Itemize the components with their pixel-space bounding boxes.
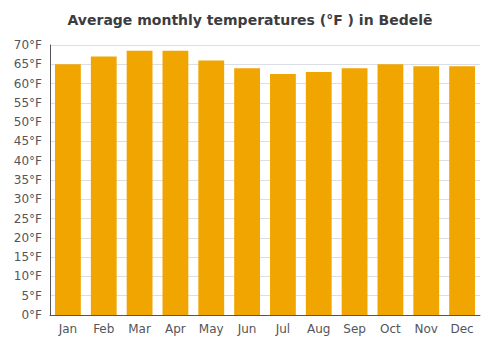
svg-text:Jul: Jul	[275, 322, 290, 336]
svg-text:65°F: 65°F	[14, 57, 42, 71]
svg-text:Dec: Dec	[450, 322, 473, 336]
svg-text:30°F: 30°F	[14, 192, 42, 206]
svg-text:70°F: 70°F	[14, 38, 42, 52]
svg-text:Jan: Jan	[58, 322, 78, 336]
svg-text:15°F: 15°F	[14, 250, 42, 264]
svg-text:60°F: 60°F	[14, 77, 42, 91]
svg-text:Oct: Oct	[380, 322, 401, 336]
svg-text:45°F: 45°F	[14, 134, 42, 148]
svg-text:Jun: Jun	[237, 322, 257, 336]
svg-text:55°F: 55°F	[14, 96, 42, 110]
svg-text:0°F: 0°F	[21, 308, 42, 322]
svg-text:May: May	[199, 322, 224, 336]
svg-text:Sep: Sep	[343, 322, 366, 336]
svg-text:Nov: Nov	[415, 322, 438, 336]
svg-text:Aug: Aug	[307, 322, 330, 336]
svg-text:20°F: 20°F	[14, 231, 42, 245]
svg-text:Mar: Mar	[128, 322, 151, 336]
svg-text:40°F: 40°F	[14, 154, 42, 168]
svg-text:Average monthly temperatures (: Average monthly temperatures (°F ) in Be…	[68, 12, 433, 28]
svg-text:50°F: 50°F	[14, 115, 42, 129]
svg-text:Feb: Feb	[93, 322, 114, 336]
svg-text:Apr: Apr	[165, 322, 186, 336]
svg-text:35°F: 35°F	[14, 173, 42, 187]
svg-text:25°F: 25°F	[14, 212, 42, 226]
svg-text:10°F: 10°F	[14, 269, 42, 283]
svg-text:5°F: 5°F	[21, 289, 42, 303]
